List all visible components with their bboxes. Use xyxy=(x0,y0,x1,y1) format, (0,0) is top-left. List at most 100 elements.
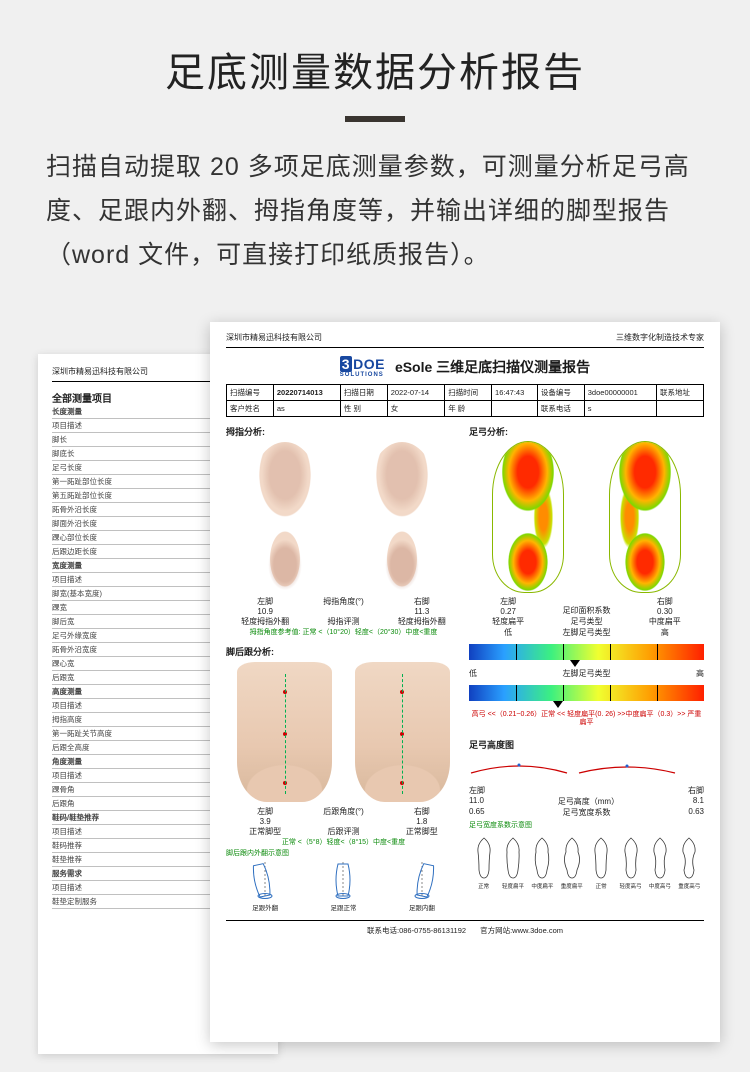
foot-sole-left xyxy=(250,442,320,592)
heatmap-right xyxy=(610,442,680,592)
info-phone: s xyxy=(584,401,656,417)
logo-main: DOE xyxy=(353,356,385,372)
toe-foot-images xyxy=(226,442,461,592)
heel-diagram: 足跟正常 xyxy=(326,860,360,912)
heel-left-type: 正常脚型 xyxy=(226,826,304,837)
info-lbl-scan-no: 扫描编号 xyxy=(227,385,274,401)
front-document-sheet: 深圳市精易迅科技有限公司 三维数字化制造技术专家 3DOE SOLUTIONS … xyxy=(210,322,720,1042)
ah-left-h: 11.0 xyxy=(469,796,484,807)
heel-diagram-title: 脚后跟内外翻示意图 xyxy=(226,850,461,858)
bar1-right: 高 xyxy=(696,668,704,679)
foot-outline: 重度扁平 xyxy=(560,836,584,890)
arch-center-3: 左脚足弓类型 xyxy=(547,627,625,638)
toe-note: 拇指角度参考值: 正常 <（10°20）轻度<（20°30）中度<重度 xyxy=(226,629,461,637)
heel-left xyxy=(237,662,332,802)
arch-left-label: 左脚 xyxy=(469,596,547,607)
heel-center-2: 后跟评测 xyxy=(304,826,382,837)
ah-right-h: 8.1 xyxy=(693,796,704,807)
heel-note: 正常 <（5°8）轻度<（8°15）中度<重度 xyxy=(226,839,461,847)
foot-outline: 正常 xyxy=(589,836,613,890)
section-heel: 脚后跟分析: xyxy=(226,645,461,658)
ah-right-label: 右脚 xyxy=(688,785,704,796)
section-arch: 足弓分析: xyxy=(469,425,704,438)
arch-center-2: 足弓类型 xyxy=(547,616,625,627)
front-footer: 联系电话:086-0755-86131192 官方网站:www.3doe.com xyxy=(226,920,704,936)
section-arch-height: 足弓高度图 xyxy=(469,738,704,751)
info-table: 扫描编号 20220714013 扫描日期 2022-07-14 扫描时间 16… xyxy=(226,384,704,417)
toe-left-type: 轻度拇指外翻 xyxy=(226,616,304,627)
footer-phone-lbl: 联系电话: xyxy=(367,926,399,935)
heel-diagram: 足跟内翻 xyxy=(405,860,439,912)
toe-center-1: 拇指角度(°) xyxy=(304,596,382,607)
arch-right-val: 0.30 xyxy=(626,607,704,616)
front-company-right: 三维数字化制造技术专家 xyxy=(616,332,704,343)
info-lbl-age: 年 龄 xyxy=(445,401,492,417)
ah-w-label: 足弓宽度系数 xyxy=(563,807,611,818)
ah-left-label: 左脚 xyxy=(469,785,485,796)
info-scan-time: 16:47:43 xyxy=(492,385,538,401)
arch-curve-right xyxy=(577,755,677,781)
ah-right-w: 0.63 xyxy=(688,807,704,818)
info-lbl-device: 设备编号 xyxy=(537,385,584,401)
info-sex: 女 xyxy=(387,401,444,417)
heel-right-label: 右脚 xyxy=(383,806,461,817)
info-lbl-cust: 客户姓名 xyxy=(227,401,274,417)
gradient-bar-1 xyxy=(469,644,704,660)
arch-left-rank: 低 xyxy=(469,627,547,638)
heel-left-val: 3.9 xyxy=(226,817,304,826)
foot-outline: 轻度扁平 xyxy=(501,836,525,890)
heel-images xyxy=(226,662,461,802)
arch-curve-left xyxy=(469,755,569,781)
logo: 3DOE SOLUTIONS xyxy=(340,356,385,378)
info-lbl-sex: 性 别 xyxy=(340,401,387,417)
foot-outline: 中度扁平 xyxy=(530,836,554,890)
foot-outline: 中度高弓 xyxy=(648,836,672,890)
report-title: eSole 三维足底扫描仪测量报告 xyxy=(395,357,590,377)
heel-right xyxy=(355,662,450,802)
arch-left-val: 0.27 xyxy=(469,607,547,616)
toe-left-val: 10.9 xyxy=(226,607,304,616)
info-lbl-scan-time: 扫描时间 xyxy=(445,385,492,401)
front-company-left: 深圳市精易迅科技有限公司 xyxy=(226,332,322,343)
arch-heatmaps xyxy=(469,442,704,592)
info-device: 3doe00000001 xyxy=(584,385,656,401)
section-toe: 拇指分析: xyxy=(226,425,461,438)
arch-right-type: 中度扁平 xyxy=(626,616,704,627)
footer-site: www.3doe.com xyxy=(512,926,563,935)
arch-note: 高弓 <<（0.21~0.26）正常 << 轻度扁平(0. 26) >>中度扁平… xyxy=(469,711,704,728)
toe-right-label: 右脚 xyxy=(383,596,461,607)
logo-sub: SOLUTIONS xyxy=(340,372,384,378)
foot-sole-right xyxy=(367,442,437,592)
heel-right-val: 1.8 xyxy=(383,817,461,826)
logo-prefix: 3 xyxy=(340,356,352,372)
arch-height-table: 左脚 右脚 11.0 足弓高度（mm） 8.1 0.65 足弓宽度系数 0.63 xyxy=(469,785,704,818)
arch-center-1: 足印面积系数 xyxy=(547,605,625,616)
arch-right-label: 右脚 xyxy=(626,596,704,607)
info-cust: as xyxy=(273,401,340,417)
toe-left-label: 左脚 xyxy=(226,596,304,607)
info-lbl-contact: 联系地址 xyxy=(657,385,704,401)
info-scan-no: 20220714013 xyxy=(273,385,340,401)
arch-left-type: 轻度扁平 xyxy=(469,616,547,627)
ah-h-label: 足弓高度（mm） xyxy=(558,796,619,807)
bar1-center: 左脚足弓类型 xyxy=(563,668,611,679)
hero-divider xyxy=(345,116,405,122)
ah-left-w: 0.65 xyxy=(469,807,485,818)
foot-outline-row: 正常 轻度扁平 中度扁平 重度扁平 正常 轻度高弓 中度高弓 重度高弓 xyxy=(469,836,704,890)
heel-diagram-row: 足跟外翻 足跟正常 足跟内翻 xyxy=(226,860,461,912)
foot-outline: 重度高弓 xyxy=(677,836,701,890)
hero-title: 足底测量数据分析报告 xyxy=(0,0,750,98)
foot-outline: 轻度高弓 xyxy=(619,836,643,890)
foot-outline: 正常 xyxy=(472,836,496,890)
footer-phone: 086-0755-86131192 xyxy=(399,926,466,935)
footer-site-lbl: 官方网站: xyxy=(480,926,512,935)
toe-right-type: 轻度拇指外翻 xyxy=(383,616,461,627)
info-contact xyxy=(657,401,704,417)
heel-diagram: 足跟外翻 xyxy=(248,860,282,912)
info-age xyxy=(492,401,538,417)
heel-center-1: 后跟角度(°) xyxy=(304,806,382,817)
toe-center-2: 拇指评测 xyxy=(304,616,382,627)
gradient-bar-2 xyxy=(469,685,704,701)
info-lbl-phone: 联系电话 xyxy=(537,401,584,417)
hero-description: 扫描自动提取 20 多项足底测量参数，可测量分析足弓高度、足跟内外翻、拇指角度等… xyxy=(0,146,750,277)
